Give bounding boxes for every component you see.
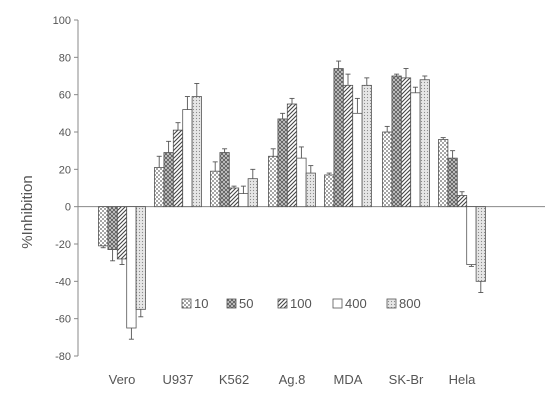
legend-swatch <box>332 298 343 309</box>
bar <box>228 187 240 208</box>
legend-label: 400 <box>345 296 367 311</box>
bar <box>333 68 344 208</box>
bar <box>247 178 258 208</box>
bar <box>116 206 128 260</box>
x-category-label: MDA <box>334 372 363 387</box>
bar <box>219 152 230 208</box>
bar <box>107 206 118 251</box>
y-tick-label: -20 <box>55 239 71 251</box>
bar <box>438 139 449 208</box>
y-tick-label: 40 <box>59 127 71 139</box>
legend-label: 800 <box>399 296 421 311</box>
bar <box>135 206 146 310</box>
bar <box>172 129 184 208</box>
bar <box>391 75 402 208</box>
legend-label: 10 <box>194 296 208 311</box>
bar <box>456 195 468 208</box>
bar <box>296 157 307 208</box>
x-category-label: U937 <box>162 372 193 387</box>
bar <box>98 206 109 247</box>
x-category-label: Hela <box>449 372 477 387</box>
y-tick-label: 80 <box>59 52 71 64</box>
category-labels: Vero U937 K562 Ag.8 MDA SK-Br Hela <box>109 372 477 387</box>
legend-label: 50 <box>239 296 253 311</box>
legend-label: 100 <box>290 296 312 311</box>
bar <box>419 79 430 208</box>
bar <box>400 77 412 208</box>
y-tick-label: -60 <box>55 314 71 326</box>
x-category-label: K562 <box>219 372 249 387</box>
bar <box>154 167 165 208</box>
x-category-label: SK-Br <box>389 372 424 387</box>
y-tick-label: 60 <box>59 90 71 102</box>
bar <box>163 152 174 208</box>
bar <box>191 96 202 208</box>
y-tick-label: -40 <box>55 276 71 288</box>
bar <box>268 155 279 208</box>
bar <box>210 170 221 208</box>
x-category-label: Ag.8 <box>279 372 306 387</box>
x-category-label: Vero <box>109 372 136 387</box>
y-tick-label: 100 <box>53 15 71 27</box>
bar <box>324 174 335 208</box>
bars <box>98 60 486 340</box>
bar <box>466 206 477 265</box>
y-axis-label: %Inhibition <box>19 175 36 248</box>
bar <box>277 118 288 208</box>
legend-swatch <box>277 298 288 309</box>
y-tick-label: 20 <box>59 164 71 176</box>
bar <box>352 112 363 208</box>
y-tick-label: 0 <box>65 202 71 214</box>
bar <box>447 157 458 208</box>
bar <box>410 92 421 208</box>
bar <box>342 84 354 208</box>
bar <box>305 172 316 208</box>
bar <box>475 206 486 282</box>
legend-swatch <box>181 298 192 309</box>
legend-swatch <box>226 298 237 309</box>
bar <box>382 131 393 208</box>
bar <box>286 103 298 208</box>
bar <box>238 193 249 208</box>
legend: 10 50 100 400 800 <box>181 296 421 311</box>
legend-swatch <box>386 298 397 309</box>
bar <box>361 84 372 208</box>
y-tick-label: -80 <box>55 351 71 363</box>
bar <box>182 109 193 208</box>
bar <box>126 206 137 329</box>
